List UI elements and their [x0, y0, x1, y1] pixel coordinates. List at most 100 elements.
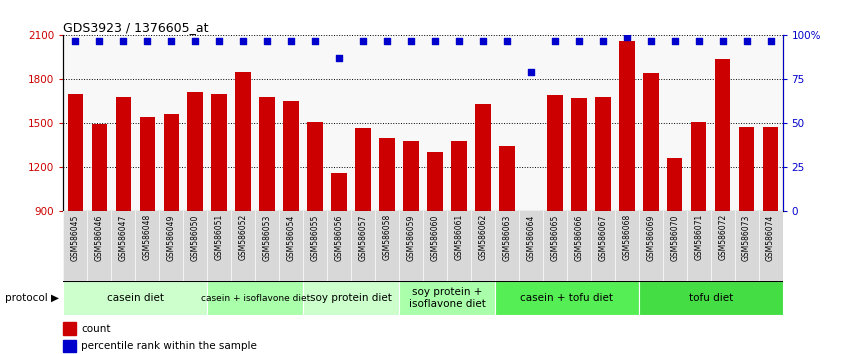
Text: GSM586058: GSM586058: [382, 214, 392, 261]
Bar: [715, 59, 730, 211]
Point: [380, 38, 393, 44]
Point: [667, 38, 681, 44]
Bar: [595, 97, 611, 211]
Bar: [739, 127, 755, 211]
Point: [572, 38, 585, 44]
Point: [452, 38, 465, 44]
Bar: [332, 173, 347, 211]
Bar: [116, 97, 131, 211]
Bar: [91, 125, 107, 211]
Bar: [404, 141, 419, 211]
Text: GSM586071: GSM586071: [695, 214, 703, 261]
Text: casein + isoflavone diet: casein + isoflavone diet: [201, 294, 310, 303]
Text: GSM586055: GSM586055: [310, 214, 320, 261]
Bar: [212, 94, 227, 211]
Bar: [140, 117, 155, 211]
Point: [92, 38, 106, 44]
Text: GSM586047: GSM586047: [119, 214, 128, 261]
Text: count: count: [81, 324, 111, 333]
Text: GSM586063: GSM586063: [503, 214, 511, 261]
Text: GSM586070: GSM586070: [670, 214, 679, 261]
Bar: [399, 281, 495, 315]
Bar: [547, 95, 563, 211]
Bar: [667, 158, 683, 211]
Point: [404, 38, 418, 44]
Point: [69, 38, 82, 44]
Text: GSM586069: GSM586069: [646, 214, 655, 261]
Point: [764, 38, 777, 44]
Bar: [235, 72, 251, 211]
Bar: [495, 281, 639, 315]
Text: GSM586053: GSM586053: [263, 214, 272, 261]
Bar: [643, 73, 658, 211]
Bar: [523, 211, 539, 215]
Point: [164, 38, 178, 44]
Text: GSM586060: GSM586060: [431, 214, 439, 261]
Point: [476, 38, 490, 44]
Point: [236, 38, 250, 44]
Point: [189, 38, 202, 44]
Text: GSM586051: GSM586051: [215, 214, 223, 261]
Point: [500, 38, 514, 44]
Text: GSM586072: GSM586072: [718, 214, 727, 261]
Point: [356, 38, 370, 44]
Text: soy protein diet: soy protein diet: [310, 293, 392, 303]
Text: GSM586052: GSM586052: [239, 214, 248, 261]
Bar: [619, 41, 634, 211]
Bar: [475, 104, 491, 211]
Text: GSM586057: GSM586057: [359, 214, 367, 261]
Point: [739, 38, 753, 44]
Text: GSM586046: GSM586046: [95, 214, 104, 261]
Text: GSM586056: GSM586056: [335, 214, 343, 261]
Point: [332, 55, 346, 61]
Point: [212, 38, 226, 44]
Point: [117, 38, 130, 44]
Text: GSM586050: GSM586050: [191, 214, 200, 261]
Bar: [763, 127, 778, 211]
Point: [308, 38, 321, 44]
Text: percentile rank within the sample: percentile rank within the sample: [81, 341, 257, 351]
Bar: [283, 101, 299, 211]
Bar: [571, 98, 586, 211]
Bar: [303, 281, 399, 315]
Bar: [499, 147, 514, 211]
Point: [428, 38, 442, 44]
Bar: [691, 121, 706, 211]
Text: protocol ▶: protocol ▶: [5, 293, 59, 303]
Bar: [63, 322, 76, 335]
Bar: [260, 97, 275, 211]
Bar: [207, 281, 303, 315]
Bar: [355, 128, 371, 211]
Text: soy protein +
isoflavone diet: soy protein + isoflavone diet: [409, 287, 486, 309]
Bar: [379, 138, 395, 211]
Bar: [188, 92, 203, 211]
Bar: [163, 114, 179, 211]
Text: GSM586065: GSM586065: [551, 214, 559, 261]
Bar: [63, 340, 76, 352]
Text: casein + tofu diet: casein + tofu diet: [520, 293, 613, 303]
Text: GSM586073: GSM586073: [742, 214, 751, 261]
Text: GSM586074: GSM586074: [766, 214, 775, 261]
Point: [284, 38, 298, 44]
Text: GSM586054: GSM586054: [287, 214, 295, 261]
Text: GSM586061: GSM586061: [454, 214, 464, 261]
Point: [620, 34, 634, 40]
Text: GSM586059: GSM586059: [407, 214, 415, 261]
Text: GSM586045: GSM586045: [71, 214, 80, 261]
Bar: [68, 94, 83, 211]
Point: [524, 69, 537, 75]
Point: [261, 38, 274, 44]
Text: GSM586067: GSM586067: [598, 214, 607, 261]
Text: casein diet: casein diet: [107, 293, 164, 303]
Bar: [307, 122, 323, 211]
Point: [716, 38, 729, 44]
Text: GSM586064: GSM586064: [526, 214, 536, 261]
Point: [596, 38, 609, 44]
Point: [140, 38, 154, 44]
Bar: [639, 281, 783, 315]
Text: GSM586066: GSM586066: [574, 214, 583, 261]
Bar: [427, 152, 442, 211]
Text: GDS3923 / 1376605_at: GDS3923 / 1376605_at: [63, 21, 209, 34]
Point: [548, 38, 562, 44]
Text: GSM586049: GSM586049: [167, 214, 176, 261]
